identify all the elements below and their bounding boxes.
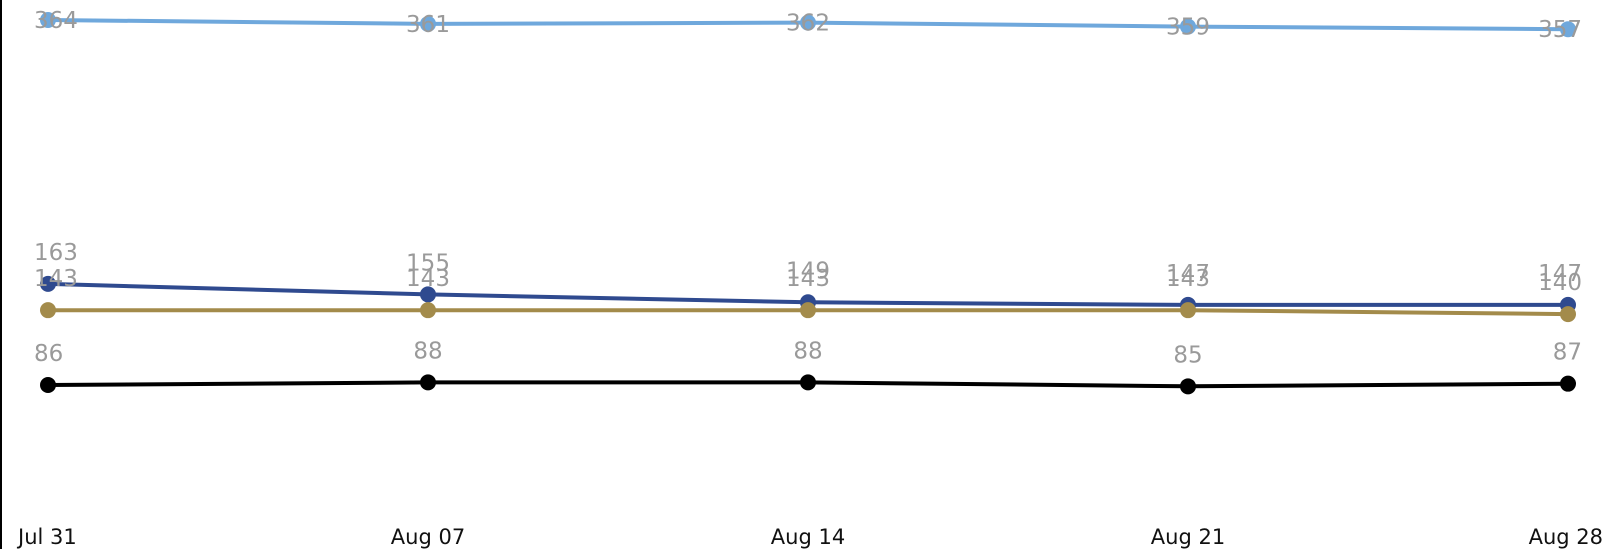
series-3-data-label-3: 85 xyxy=(1173,342,1202,368)
series-0-data-label-1: 361 xyxy=(406,12,450,38)
series-0-point-3[interactable] xyxy=(1180,18,1196,35)
x-tick-label-4: Aug 28 xyxy=(1529,525,1603,549)
series-layer xyxy=(40,12,1576,395)
series-1-data-label-1: 155 xyxy=(406,250,450,276)
series-1-point-0[interactable] xyxy=(40,275,56,292)
series-2-data-label-1: 143 xyxy=(406,266,450,292)
series-3-data-label-4: 87 xyxy=(1553,340,1582,366)
series-3-point-1[interactable] xyxy=(420,374,436,391)
series-3-point-4[interactable] xyxy=(1560,375,1576,392)
series-2-data-label-3: 143 xyxy=(1166,266,1210,292)
x-tick-label-2: Aug 14 xyxy=(771,525,845,549)
series-0-point-0[interactable] xyxy=(40,12,56,28)
series-3-point-3[interactable] xyxy=(1180,378,1196,395)
series-2-point-2[interactable] xyxy=(800,302,816,319)
series-0-data-label-0: 364 xyxy=(34,8,78,34)
series-2-point-1[interactable] xyxy=(420,302,436,319)
x-tick-label-3: Aug 21 xyxy=(1151,525,1225,549)
series-3-point-0[interactable] xyxy=(40,377,56,393)
series-3-data-label-1: 88 xyxy=(413,338,442,364)
series-1-data-label-4: 147 xyxy=(1538,261,1582,287)
series-3-data-label-2: 88 xyxy=(793,338,822,364)
series-1-point-1[interactable] xyxy=(420,286,436,303)
series-1-data-label-0: 163 xyxy=(34,240,78,266)
series-2-point-3[interactable] xyxy=(1180,302,1196,319)
series-0-point-4[interactable] xyxy=(1560,21,1576,38)
x-axis-ticks: Jul 31 Aug 07 Aug 14 Aug 21 Aug 28 xyxy=(16,525,1603,549)
series-2-data-label-4: 140 xyxy=(1538,270,1582,296)
series-1-data-label-3: 147 xyxy=(1166,261,1210,287)
x-tick-label-1: Aug 07 xyxy=(391,525,465,549)
series-2-data-label-0: 143 xyxy=(34,266,78,292)
series-3-point-2[interactable] xyxy=(800,374,816,391)
series-0-point-1[interactable] xyxy=(420,15,436,32)
series-0-data-label-4: 357 xyxy=(1538,17,1582,43)
series-2-point-0[interactable] xyxy=(40,302,56,319)
series-2-point-4[interactable] xyxy=(1560,306,1576,323)
series-1-data-label-2: 149 xyxy=(786,258,830,284)
series-0-point-2[interactable] xyxy=(800,14,816,31)
series-3-data-label-0: 86 xyxy=(34,341,63,367)
series-2-data-label-2: 143 xyxy=(786,266,830,292)
series-0-data-label-2: 362 xyxy=(786,11,830,37)
series-0-data-label-3: 359 xyxy=(1166,15,1210,41)
x-tick-label-0: Jul 31 xyxy=(16,525,77,549)
